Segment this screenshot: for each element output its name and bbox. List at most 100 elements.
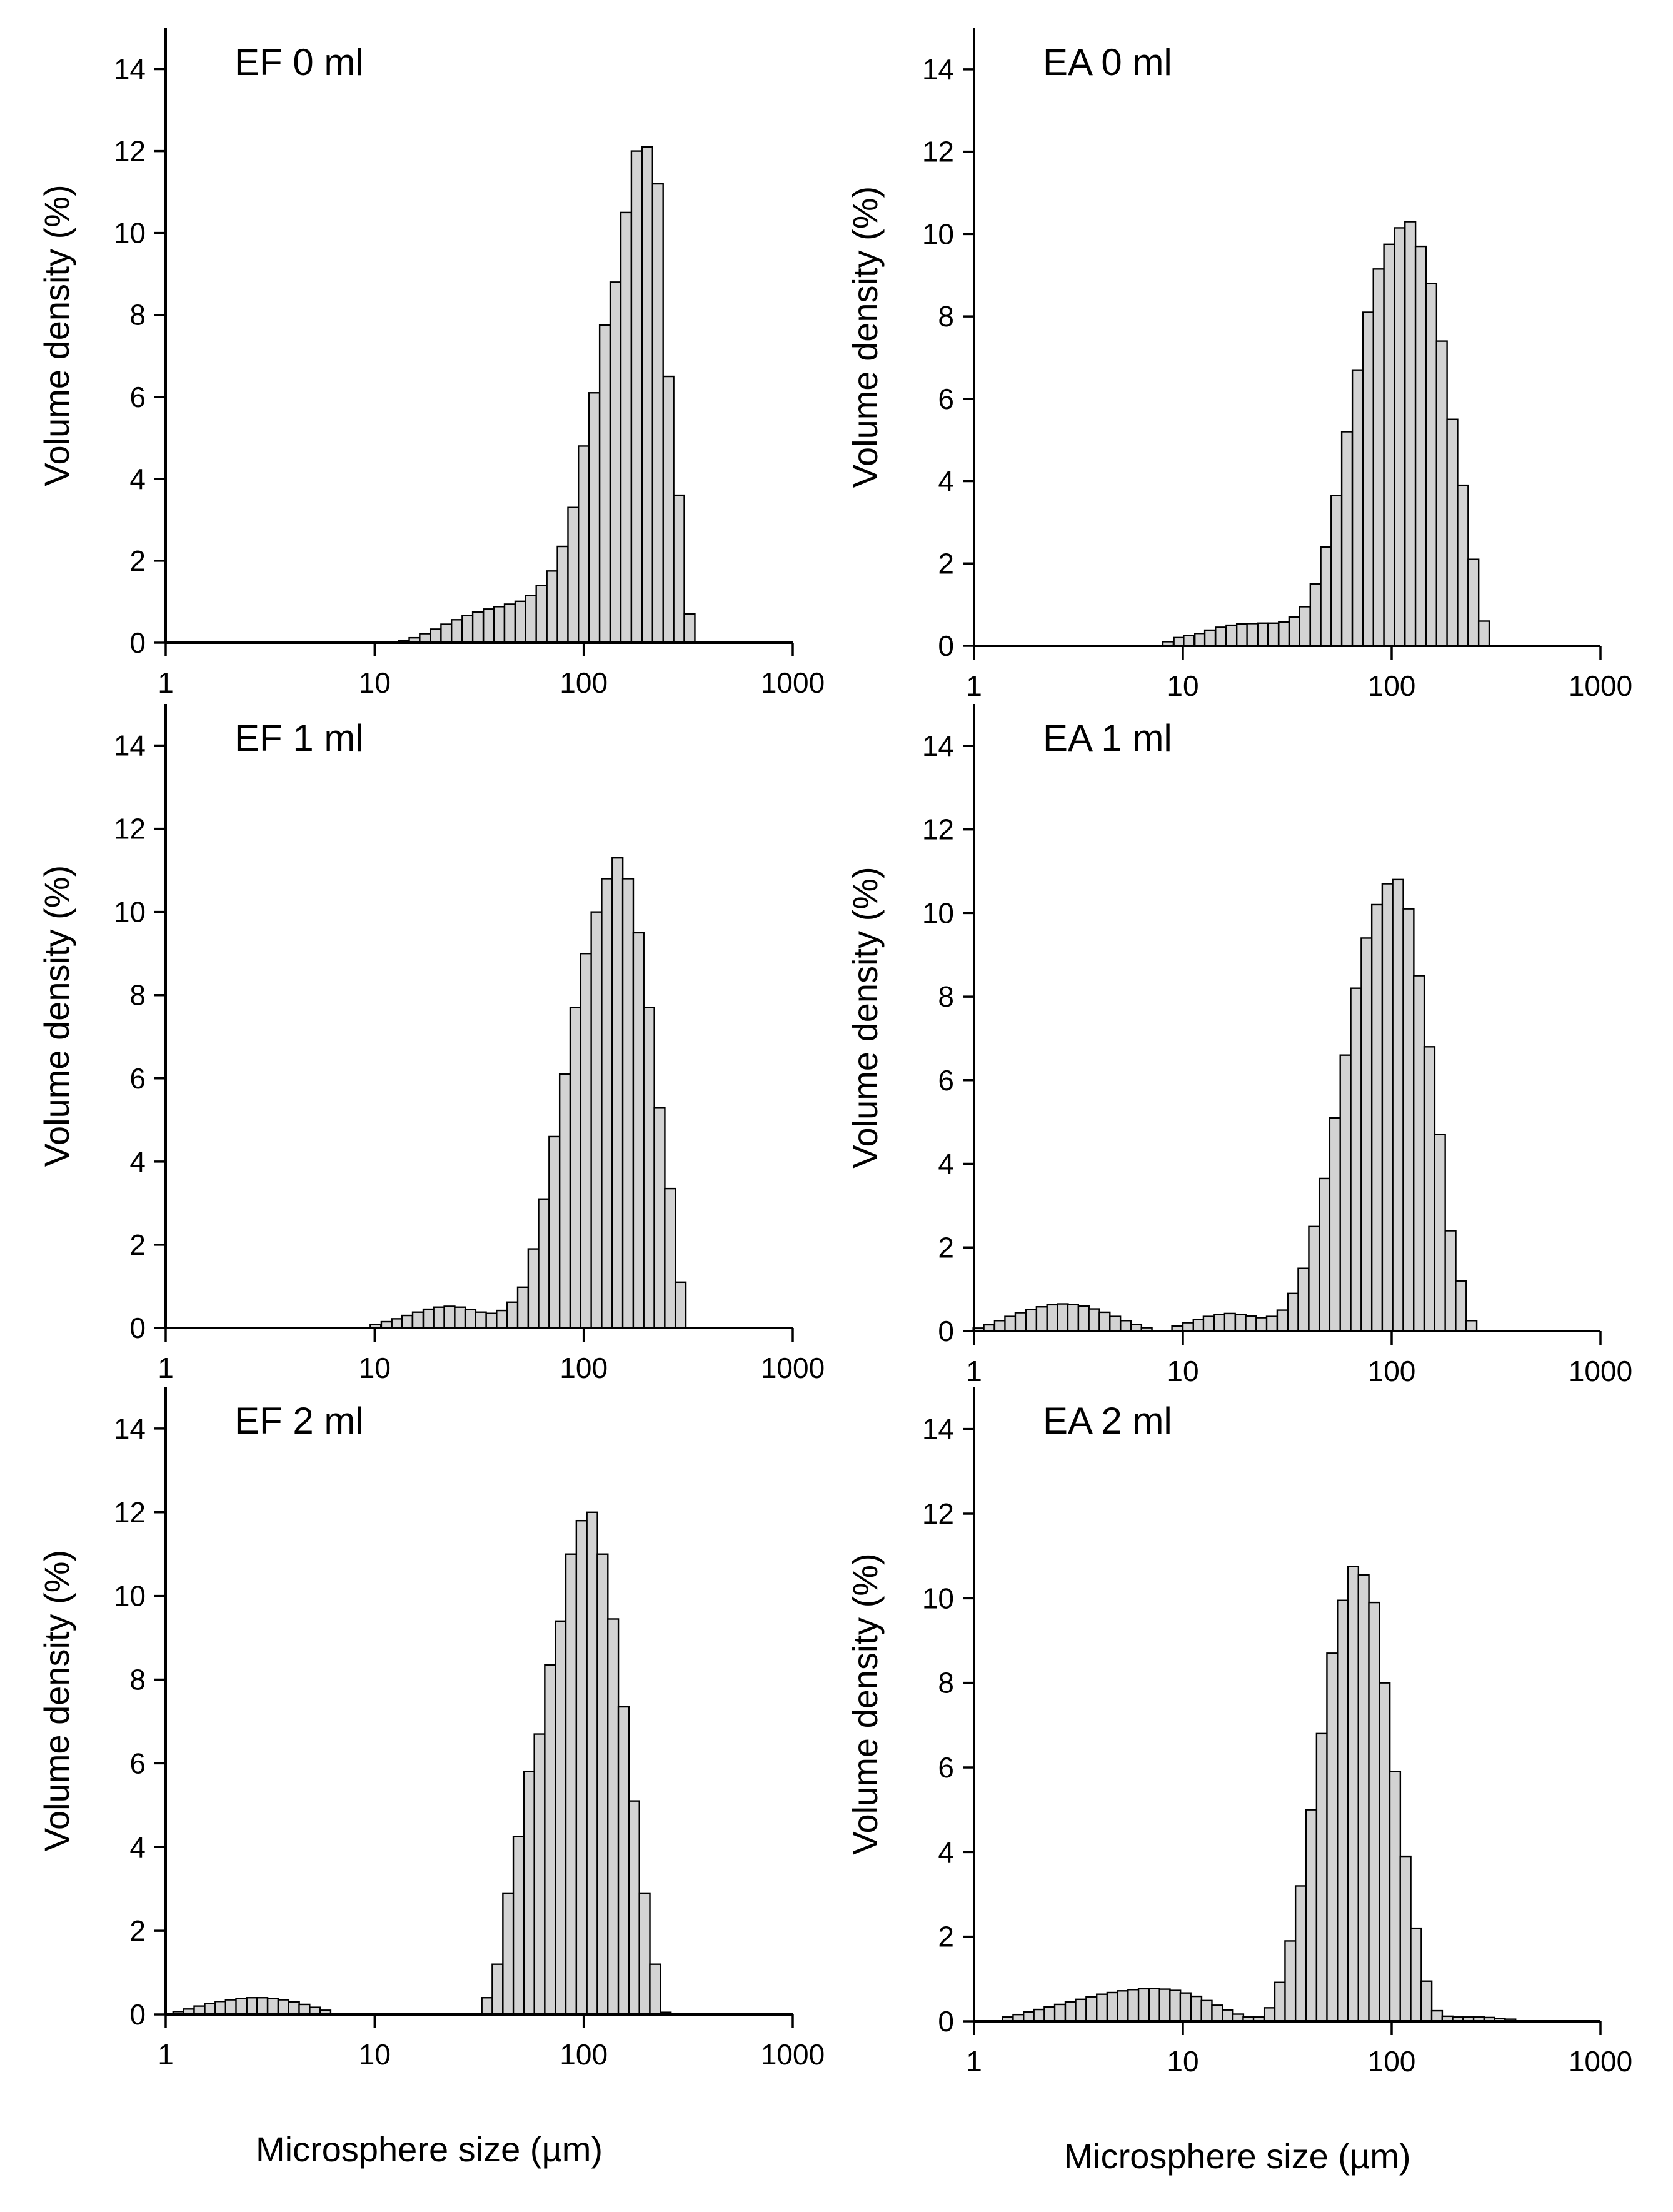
histogram-bar bbox=[1368, 1601, 1380, 2023]
histogram-bar bbox=[1106, 1991, 1119, 2023]
histogram-bar bbox=[503, 603, 516, 644]
panel-ea-2-ml: 0 2 4 6 8 10 12 14 1 10 100 1000 EA 2 ml Volume densi… bbox=[845, 1387, 1632, 2176]
histogram-bar bbox=[1315, 1732, 1328, 2023]
y-tick-label: 4 bbox=[129, 1831, 146, 1863]
histogram-bar bbox=[1194, 633, 1207, 647]
y-tick-label: 12 bbox=[114, 1496, 146, 1529]
histogram-bar bbox=[1414, 245, 1427, 647]
y-tick-label: 14 bbox=[114, 53, 146, 86]
x-tick-label: 1 bbox=[966, 670, 982, 702]
histogram-bar bbox=[1213, 1314, 1226, 1332]
histogram-bar bbox=[993, 1320, 1007, 1332]
panel-ea-1-ml: 0 2 4 6 8 10 12 14 1 10 100 1000 EA 1 ml Volume densi… bbox=[845, 704, 1632, 1387]
histogram-bar bbox=[596, 1553, 609, 2016]
histogram-bar bbox=[548, 1135, 561, 1329]
histogram-bar bbox=[1465, 1320, 1478, 1332]
y-tick-label: 2 bbox=[938, 547, 954, 580]
histogram-bar bbox=[1257, 622, 1269, 647]
panel-ef-1-ml: 0 2 4 6 8 10 12 14 1 10 100 1000 EF 1 ml Volume densi… bbox=[37, 704, 825, 1384]
histogram-bar bbox=[643, 1007, 655, 1329]
histogram-bar bbox=[651, 183, 664, 644]
x-tick-label: 1000 bbox=[1569, 1355, 1632, 1387]
histogram-bar bbox=[1211, 2004, 1223, 2023]
histogram-bar bbox=[1284, 1940, 1297, 2023]
histogram-bar bbox=[578, 445, 590, 644]
histogram-bar bbox=[555, 1620, 567, 2016]
y-tick-label: 6 bbox=[938, 383, 954, 415]
histogram-bar bbox=[204, 2003, 216, 2016]
histogram-bar bbox=[1137, 1988, 1150, 2023]
y-tick-label: 14 bbox=[114, 730, 146, 762]
histogram-bar bbox=[1389, 1771, 1402, 2023]
histogram-bar bbox=[1318, 1177, 1331, 1332]
histogram-bar bbox=[1158, 1988, 1171, 2023]
histogram-bar bbox=[1360, 937, 1373, 1332]
histogram-bar bbox=[1255, 1317, 1268, 1332]
histogram-bar bbox=[1350, 987, 1362, 1332]
histogram-bar bbox=[1077, 1305, 1090, 1332]
histogram-bar bbox=[1075, 1998, 1087, 2023]
y-tick-label: 4 bbox=[938, 465, 954, 498]
histogram-bar bbox=[1402, 908, 1415, 1332]
histogram-bar bbox=[1309, 583, 1322, 647]
histogram-bar bbox=[1025, 1309, 1038, 1332]
histogram-bar bbox=[1308, 1225, 1320, 1332]
histogram-bar bbox=[1043, 2006, 1056, 2023]
histogram-bar bbox=[1435, 340, 1448, 647]
histogram-bar bbox=[1294, 1885, 1307, 2023]
y-tick-label: 10 bbox=[922, 1582, 954, 1614]
histogram-bar bbox=[1182, 1322, 1195, 1332]
histogram-bar bbox=[1192, 1319, 1205, 1332]
histogram-bar bbox=[1288, 616, 1300, 647]
y-tick-label: 2 bbox=[938, 1921, 954, 1953]
x-tick-label: 1 bbox=[158, 1352, 174, 1384]
y-tick-label: 12 bbox=[922, 136, 954, 168]
x-tick-label: 10 bbox=[359, 1352, 391, 1384]
x-tick-label: 10 bbox=[1167, 670, 1198, 702]
y-tick-label: 10 bbox=[114, 217, 146, 249]
x-tick-label: 1 bbox=[158, 666, 174, 699]
histogram-bar bbox=[1394, 227, 1406, 647]
histogram-bar bbox=[1339, 1054, 1352, 1332]
histogram-bar bbox=[590, 911, 603, 1329]
histogram-bar bbox=[1035, 1306, 1048, 1332]
y-tick-label: 8 bbox=[938, 1667, 954, 1699]
histogram-bar bbox=[516, 1286, 530, 1329]
histogram-bar bbox=[430, 628, 442, 644]
y-tick-label: 0 bbox=[938, 630, 954, 662]
histogram-bar bbox=[1267, 622, 1280, 647]
histogram-bar bbox=[1276, 1309, 1289, 1332]
y-axis-label: Volume density (%) bbox=[845, 1553, 885, 1854]
histogram-bar bbox=[1046, 1304, 1058, 1332]
histogram-bar bbox=[1420, 1980, 1433, 2023]
histogram-bar bbox=[1064, 2001, 1077, 2023]
panel-ef-2-ml: 0 2 4 6 8 10 12 14 1 10 100 1000 EF 2 ml Volume densi… bbox=[37, 1387, 825, 2169]
histogram-bar bbox=[401, 1314, 413, 1329]
y-tick-label: 8 bbox=[129, 979, 146, 1012]
histogram-bar bbox=[235, 1998, 248, 2016]
panel-title: EA 2 ml bbox=[1043, 1400, 1172, 1442]
histogram-bar bbox=[1362, 311, 1374, 647]
histogram-bar bbox=[630, 150, 643, 644]
histogram-bar bbox=[1381, 883, 1394, 1332]
histogram-bar bbox=[525, 595, 537, 644]
y-tick-label: 10 bbox=[922, 218, 954, 250]
histogram-bar bbox=[611, 857, 624, 1329]
panel-title: EA 1 ml bbox=[1043, 717, 1172, 759]
histogram-bar bbox=[558, 1073, 571, 1329]
histogram-bar bbox=[565, 1553, 578, 2016]
histogram-bar bbox=[641, 146, 653, 644]
histogram-bar bbox=[1004, 1315, 1017, 1332]
x-tick-label: 100 bbox=[560, 666, 608, 699]
y-tick-label: 8 bbox=[938, 300, 954, 333]
histogram-bar bbox=[567, 506, 580, 644]
histogram-bar bbox=[1425, 283, 1438, 647]
histogram-bar bbox=[1169, 1989, 1182, 2023]
histogram-bar bbox=[485, 1312, 498, 1329]
histogram-bar bbox=[1235, 623, 1248, 647]
histogram-bar bbox=[512, 1836, 525, 2016]
y-tick-label: 8 bbox=[938, 980, 954, 1013]
y-tick-label: 0 bbox=[129, 1998, 146, 2031]
panel-ef-0-ml: 0 2 4 6 8 10 12 14 1 10 100 1000 EF 0 ml Volume densi… bbox=[37, 28, 825, 699]
histogram-bar bbox=[475, 1311, 487, 1329]
